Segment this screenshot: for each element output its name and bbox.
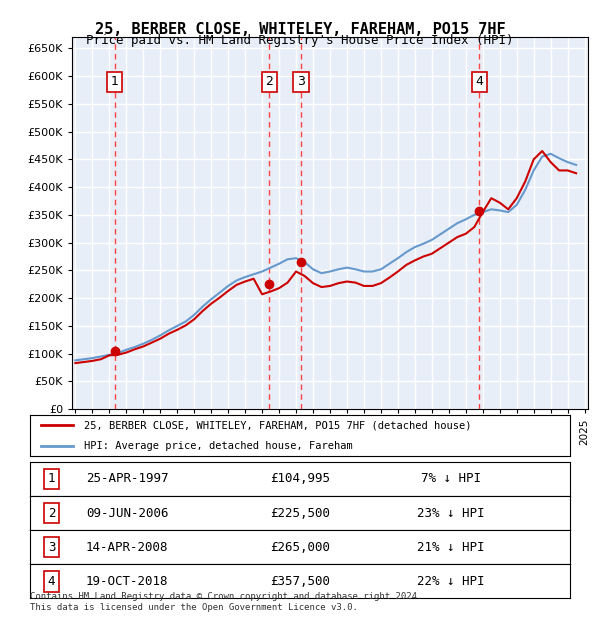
Text: 2: 2 (48, 507, 55, 520)
Text: 22% ↓ HPI: 22% ↓ HPI (418, 575, 485, 588)
Text: £225,500: £225,500 (270, 507, 330, 520)
Text: Contains HM Land Registry data © Crown copyright and database right 2024.
This d: Contains HM Land Registry data © Crown c… (30, 592, 422, 611)
Text: £357,500: £357,500 (270, 575, 330, 588)
Text: 7% ↓ HPI: 7% ↓ HPI (421, 472, 481, 485)
Text: Price paid vs. HM Land Registry's House Price Index (HPI): Price paid vs. HM Land Registry's House … (86, 34, 514, 47)
Text: 3: 3 (297, 76, 305, 88)
Text: £265,000: £265,000 (270, 541, 330, 554)
Text: £104,995: £104,995 (270, 472, 330, 485)
Text: 14-APR-2008: 14-APR-2008 (86, 541, 169, 554)
Text: 3: 3 (48, 541, 55, 554)
Text: 25, BERBER CLOSE, WHITELEY, FAREHAM, PO15 7HF (detached house): 25, BERBER CLOSE, WHITELEY, FAREHAM, PO1… (84, 420, 472, 430)
Text: 09-JUN-2006: 09-JUN-2006 (86, 507, 169, 520)
Text: 23% ↓ HPI: 23% ↓ HPI (418, 507, 485, 520)
Text: 4: 4 (475, 76, 483, 88)
Text: 19-OCT-2018: 19-OCT-2018 (86, 575, 169, 588)
Text: HPI: Average price, detached house, Fareham: HPI: Average price, detached house, Fare… (84, 441, 353, 451)
Text: 4: 4 (48, 575, 55, 588)
Text: 2: 2 (266, 76, 274, 88)
Text: 25-APR-1997: 25-APR-1997 (86, 472, 169, 485)
Text: 25, BERBER CLOSE, WHITELEY, FAREHAM, PO15 7HF: 25, BERBER CLOSE, WHITELEY, FAREHAM, PO1… (95, 22, 505, 37)
Text: 1: 1 (111, 76, 119, 88)
Text: 1: 1 (48, 472, 55, 485)
Text: 21% ↓ HPI: 21% ↓ HPI (418, 541, 485, 554)
